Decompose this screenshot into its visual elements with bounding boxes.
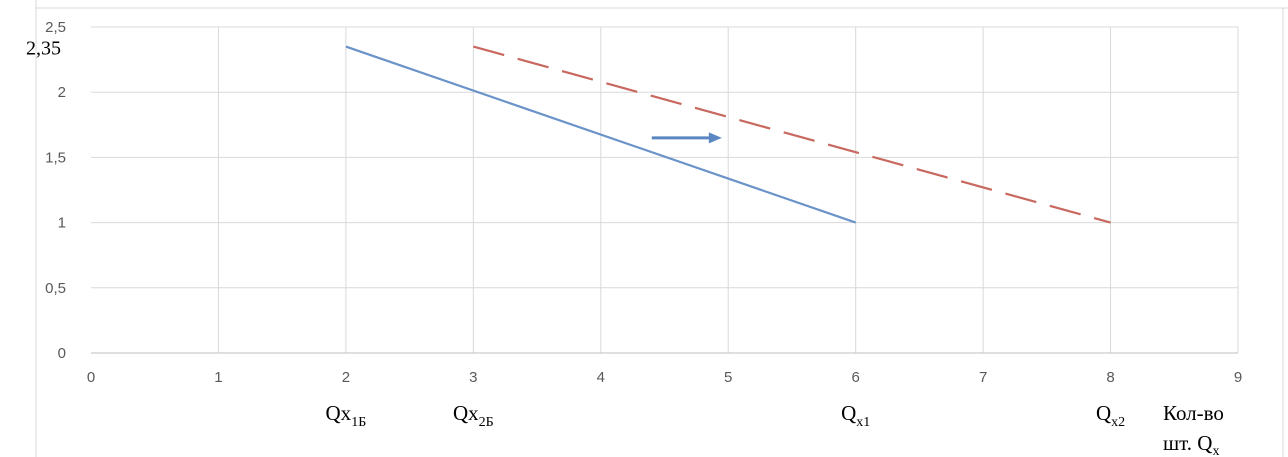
x-tick-label: 8 [1106, 369, 1114, 386]
y-tick-label: 1,5 [45, 149, 66, 166]
axis-title-line1: Кол-во [1163, 401, 1224, 425]
y-tick-label: 0,5 [45, 280, 66, 297]
y-extra-label: 2,35 [26, 38, 61, 60]
y-tick-label: 0 [58, 345, 66, 362]
x-tick-label: 7 [979, 369, 987, 386]
grid-layer [35, 0, 1288, 457]
x-tick-label: 9 [1234, 369, 1242, 386]
series-line-dashed [473, 45, 1111, 224]
tick-layer: 0 0,5 1 1,5 2 2,5 0 1 2 3 4 5 6 7 8 9 [45, 19, 1242, 386]
x-tick-label: 4 [597, 369, 605, 386]
quantity-label: Qx2 [1096, 401, 1125, 430]
x-tick-label: 1 [214, 369, 222, 386]
quantity-label: Qx1 [841, 401, 870, 430]
y-tick-label: 2 [58, 84, 66, 101]
x-tick-label: 5 [724, 369, 732, 386]
shift-arrow-head [708, 132, 722, 144]
axis-title-line2: шт. Qx [1163, 431, 1219, 457]
x-tick-label: 2 [342, 369, 350, 386]
series-line-solid [345, 45, 857, 224]
series-layer [345, 45, 1111, 224]
x-tick-label: 6 [851, 369, 859, 386]
x-tick-label: 3 [469, 369, 477, 386]
label-layer: 2,35 Qx1Б Qx2Б Qx1 Qx2 Кол-во шт. Qx [26, 38, 1224, 457]
quantity-label: Qx2Б [453, 401, 494, 430]
y-tick-label: 1 [58, 215, 66, 232]
quantity-label: Qx1Б [326, 401, 367, 430]
x-tick-label: 0 [87, 369, 95, 386]
y-tick-label: 2,5 [45, 19, 66, 36]
